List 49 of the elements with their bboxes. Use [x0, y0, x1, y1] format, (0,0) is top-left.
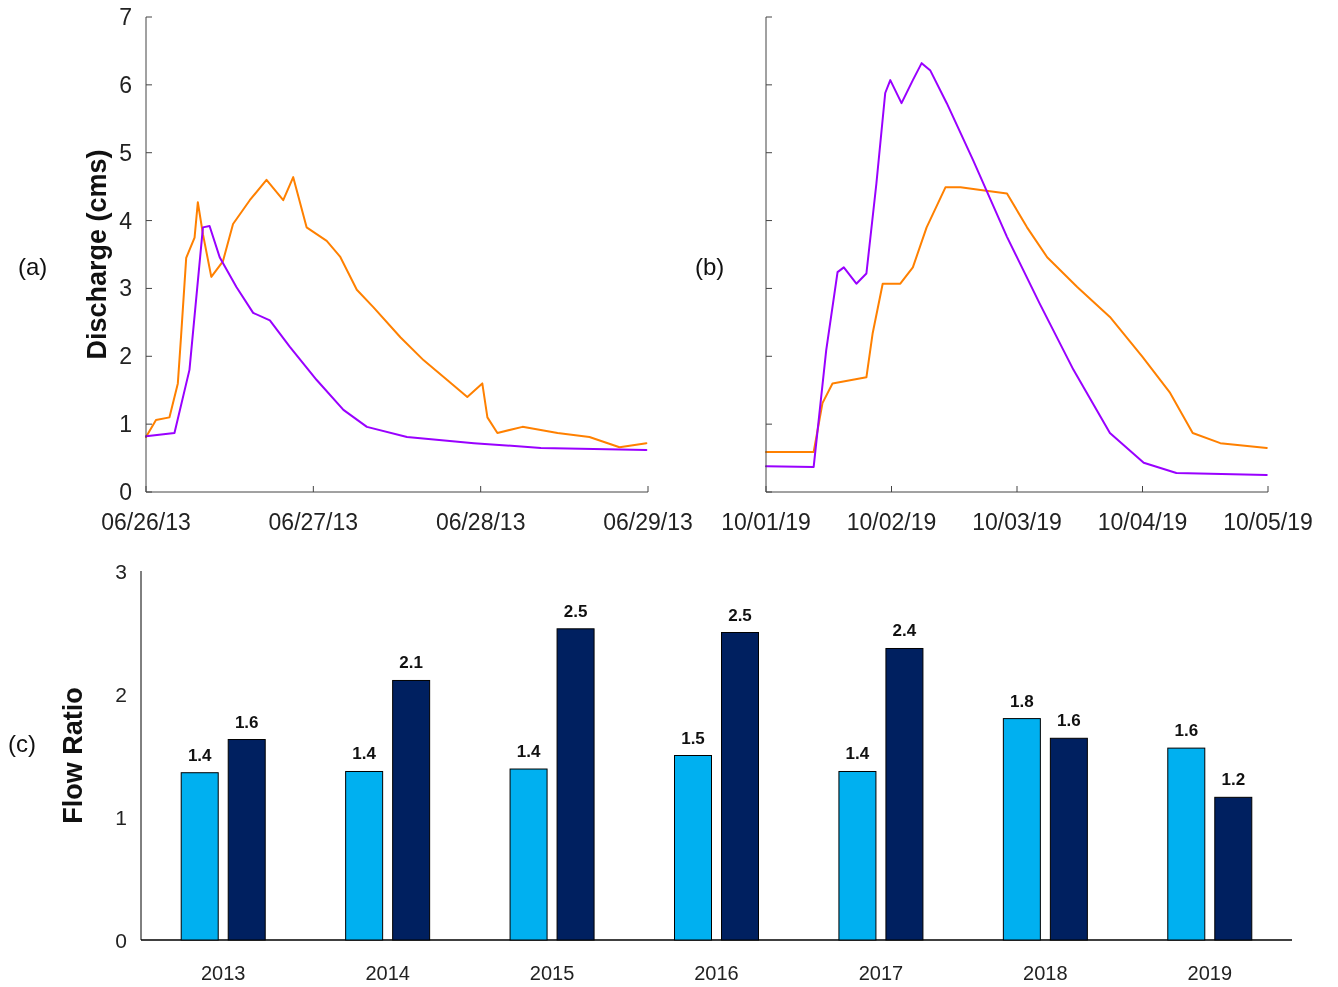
x-tick-label: 2017 [858, 962, 904, 984]
y-axis-title: Flow Ratio [58, 687, 88, 824]
x-tick-label: 2016 [694, 962, 739, 984]
y-tick-label: 1 [119, 411, 132, 438]
y-axis-title: Discharge (cms) [82, 149, 112, 360]
data-label: 2.4 [892, 621, 917, 641]
y-tick-label: 0 [115, 929, 127, 952]
y-tick-label: 1 [115, 806, 127, 829]
y-tick-label: 2 [115, 683, 127, 706]
x-tick-label: 10/05/19 [1223, 509, 1313, 535]
y-tick-label: 3 [119, 275, 132, 302]
data-label: 2.1 [399, 653, 423, 673]
y-tick-label: 3 [115, 560, 127, 583]
x-tick-label: 10/02/19 [846, 509, 937, 535]
data-label: 1.4 [845, 744, 870, 764]
y-tick-label: 7 [119, 4, 132, 30]
data-label: 1.8 [1010, 691, 1034, 711]
data-label: 1.6 [1057, 711, 1081, 731]
y-tick-label: 2 [119, 343, 132, 370]
x-tick-label: 10/01/19 [721, 509, 811, 535]
text: (a) [18, 253, 48, 280]
x-tick-label: 10/04/19 [1097, 509, 1188, 535]
data-label: 1.2 [1221, 770, 1246, 790]
text: (b) [695, 253, 725, 280]
x-tick-label: 06/26/13 [101, 509, 191, 535]
data-label: 1.4 [352, 744, 377, 764]
x-tick-label: 2014 [365, 962, 410, 984]
data-label: 1.4 [187, 745, 213, 765]
data-label: 2.5 [728, 605, 752, 625]
data-label: 1.6 [1174, 721, 1199, 741]
x-tick-label: 2013 [200, 962, 246, 984]
text: (c) [8, 730, 36, 757]
data-label: 2.5 [563, 601, 588, 621]
y-tick-label: 0 [119, 479, 132, 505]
x-tick-label: 06/29/13 [603, 509, 693, 535]
y-tick-label: 6 [119, 71, 132, 98]
x-tick-label: 2015 [529, 962, 575, 984]
y-tick-label: 4 [119, 207, 133, 234]
x-tick-label: 06/27/13 [268, 509, 359, 535]
line-series [145, 225, 648, 451]
y-tick-label: 5 [119, 139, 132, 166]
x-tick-label: 2019 [1187, 962, 1233, 984]
line-series [145, 176, 648, 449]
x-tick-label: 10/03/19 [972, 509, 1062, 535]
data-label: 1.6 [234, 712, 259, 732]
data-label: 1.5 [681, 728, 705, 748]
x-tick-label: 06/28/13 [435, 509, 526, 535]
x-tick-label: 2018 [1023, 962, 1068, 984]
data-label: 1.4 [516, 742, 541, 762]
